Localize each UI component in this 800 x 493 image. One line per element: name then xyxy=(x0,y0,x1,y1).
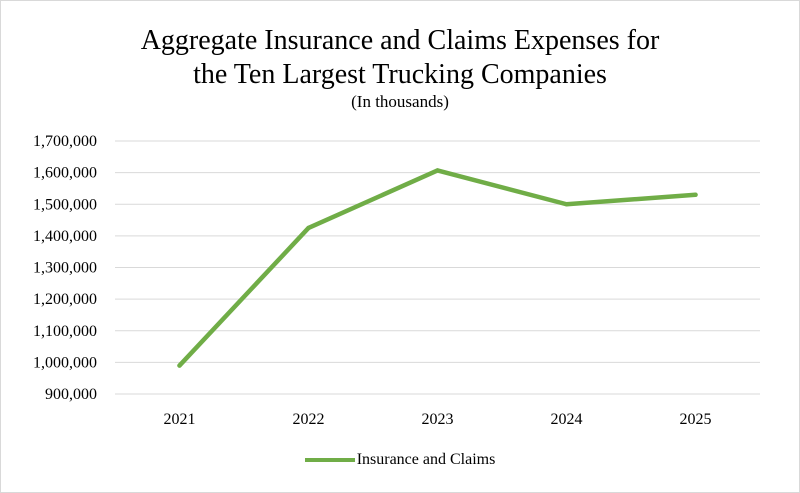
x-tick-label: 2023 xyxy=(422,411,454,428)
legend-label: Insurance and Claims xyxy=(356,451,496,468)
chart-title: Aggregate Insurance and Claims Expenses … xyxy=(0,24,800,92)
data-point xyxy=(306,225,311,231)
y-axis-tick-labels: 900,000 1,000,000 1,100,000 1,200,000 1,300,… xyxy=(33,133,97,403)
data-point xyxy=(564,202,569,207)
data-point xyxy=(693,192,698,197)
y-tick-label: 1,000,000 xyxy=(33,354,97,371)
data-point xyxy=(435,168,440,173)
y-tick-label: 1,100,000 xyxy=(33,323,97,340)
chart-title-line1: Aggregate Insurance and Claims Expenses … xyxy=(140,25,660,56)
x-tick-label: 2022 xyxy=(293,411,325,428)
y-tick-label: 1,600,000 xyxy=(33,165,97,182)
y-tick-label: 900,000 xyxy=(45,386,97,403)
legend-line-swatch xyxy=(304,458,355,462)
legend: Insurance and Claims xyxy=(0,451,800,469)
x-tick-label: 2025 xyxy=(680,411,712,428)
chart-title-line2: the Ten Largest Trucking Companies xyxy=(193,59,607,90)
x-tick-label: 2024 xyxy=(551,411,583,428)
y-tick-label: 1,500,000 xyxy=(33,196,97,213)
y-tick-label: 1,200,000 xyxy=(33,291,97,308)
gridlines xyxy=(115,140,760,395)
x-axis-tick-labels: 2021 2022 2023 2024 2025 xyxy=(164,411,712,428)
y-tick-label: 1,700,000 xyxy=(33,133,97,150)
data-point xyxy=(177,363,182,368)
chart-subtitle: (In thousands) xyxy=(351,92,449,111)
x-tick-label: 2021 xyxy=(164,411,196,428)
y-tick-label: 1,400,000 xyxy=(33,228,97,245)
series-group xyxy=(177,168,698,368)
y-tick-label: 1,300,000 xyxy=(33,260,97,277)
